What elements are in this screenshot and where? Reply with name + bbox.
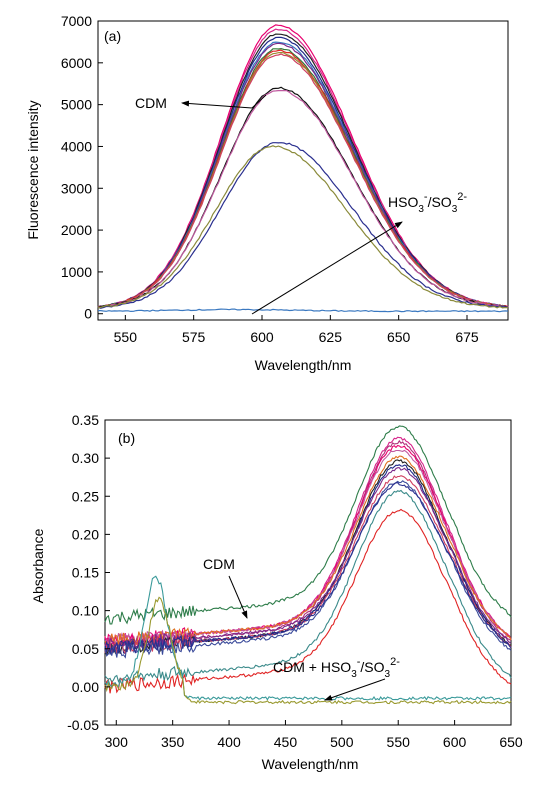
series-line-a-10 bbox=[97, 53, 509, 308]
series-line-b-5 bbox=[104, 449, 512, 648]
x-tick-label-a: 575 bbox=[182, 329, 206, 345]
y-tick-label-a: 3000 bbox=[61, 180, 92, 196]
series-line-a-6 bbox=[98, 42, 509, 308]
y-tick-label-b: 0.25 bbox=[72, 488, 99, 504]
y-tick-label-b: -0.05 bbox=[67, 717, 99, 733]
series-line-b-15 bbox=[104, 575, 512, 701]
series-line-b-13 bbox=[104, 489, 512, 684]
x-tick-label-a: 600 bbox=[250, 329, 274, 345]
x-axis-title-a: Wavelength/nm bbox=[255, 357, 352, 373]
series-line-b-8 bbox=[104, 464, 512, 655]
series-line-a-3 bbox=[97, 33, 509, 308]
y-tick-label-b: 0.30 bbox=[72, 450, 99, 466]
annotation-arrow-cdm-a bbox=[181, 100, 253, 109]
y-axis-title-a: Fluorescence intensity bbox=[25, 100, 41, 239]
panel-label-b: (b) bbox=[118, 430, 135, 446]
annotation-label-cdm-b: CDM bbox=[203, 556, 235, 572]
x-axis-title-b: Wavelength/nm bbox=[262, 756, 359, 772]
y-tick-label-a: 0 bbox=[84, 306, 92, 322]
x-tick-label-b: 350 bbox=[161, 734, 185, 750]
x-tick-label-a: 650 bbox=[387, 329, 411, 345]
y-ticks-a: 0 1000 2000 3000 4000 5000 6000 7000 bbox=[61, 13, 103, 322]
y-tick-label-a: 7000 bbox=[61, 13, 92, 29]
series-line-b-14 bbox=[104, 508, 512, 694]
x-ticks-a: 550 575 600 625 650 675 bbox=[114, 315, 479, 345]
plot-frame-b bbox=[104, 419, 512, 726]
panel-a-fluorescence: 550 575 600 625 650 675 0 1000 2000 3000 4000 5000… bbox=[25, 13, 509, 373]
series-line-b-1 bbox=[104, 425, 512, 625]
x-tick-label-b: 600 bbox=[443, 734, 467, 750]
y-tick-label-b: 0.05 bbox=[72, 641, 99, 657]
series-line-a-15 bbox=[98, 308, 509, 313]
y-tick-label-b: 0.00 bbox=[72, 679, 99, 695]
series-line-a-9 bbox=[97, 51, 509, 309]
annotation-leader-cdm-a bbox=[251, 94, 267, 109]
series-line-b-10 bbox=[104, 475, 512, 656]
panel-b-absorbance: 300 350 400 450 500 550 600 650 -0.05 0.00 0.05 0.… bbox=[30, 412, 523, 772]
x-tick-label-a: 550 bbox=[114, 329, 138, 345]
x-tick-label-b: 450 bbox=[274, 734, 298, 750]
series-line-b-6 bbox=[104, 455, 512, 646]
x-ticks-b: 300 350 400 450 500 550 600 650 bbox=[105, 720, 523, 750]
x-tick-label-b: 300 bbox=[105, 734, 129, 750]
annotation-arrow-cdm-b bbox=[228, 575, 248, 619]
series-line-a-7 bbox=[97, 47, 508, 309]
x-tick-label-b: 400 bbox=[217, 734, 241, 750]
y-tick-label-a: 2000 bbox=[61, 222, 92, 238]
y-tick-label-a: 6000 bbox=[61, 55, 92, 71]
series-line-a-8 bbox=[97, 49, 509, 308]
series-line-a-13 bbox=[97, 142, 509, 309]
annotation-label-cdm-a: CDM bbox=[135, 95, 167, 111]
series-line-b-4 bbox=[104, 444, 512, 647]
y-tick-label-b: 0.20 bbox=[72, 526, 99, 542]
y-tick-label-b: 0.15 bbox=[72, 565, 99, 581]
y-axis-title-b: Absorbance bbox=[30, 528, 46, 603]
series-line-a-14 bbox=[97, 145, 509, 309]
y-tick-label-b: 0.35 bbox=[72, 412, 99, 428]
x-tick-label-b: 550 bbox=[387, 734, 411, 750]
annotations-b: CDM CDM + HSO3-/SO32- bbox=[203, 556, 400, 701]
annotation-arrow-bisulfite-a bbox=[251, 221, 403, 315]
y-tick-label-a: 1000 bbox=[61, 264, 92, 280]
x-tick-label-a: 625 bbox=[319, 329, 343, 345]
series-group-a bbox=[97, 24, 509, 313]
x-tick-label-a: 675 bbox=[455, 329, 479, 345]
series-group-b bbox=[104, 425, 512, 705]
series-line-a-12 bbox=[98, 90, 509, 309]
series-line-a-5 bbox=[97, 41, 509, 308]
x-tick-label-b: 650 bbox=[499, 734, 523, 750]
y-tick-label-b: 0.10 bbox=[72, 603, 99, 619]
y-ticks-b: -0.05 0.00 0.05 0.10 0.15 0.20 0.25 0.30 0.35 bbox=[67, 412, 110, 733]
annotation-arrow-cdm-bisulfite-b bbox=[324, 678, 386, 701]
series-line-a-2 bbox=[97, 28, 509, 308]
x-tick-label-b: 500 bbox=[330, 734, 354, 750]
plot-frame-a bbox=[97, 20, 509, 321]
annotation-label-bisulfite-a: HSO3-/SO32- bbox=[388, 191, 467, 215]
series-line-a-4 bbox=[97, 36, 509, 308]
series-line-b-11 bbox=[104, 480, 512, 659]
panel-label-a: (a) bbox=[104, 28, 121, 44]
y-tick-label-a: 5000 bbox=[61, 97, 92, 113]
series-line-b-12 bbox=[104, 482, 512, 655]
annotations-a: CDM HSO3-/SO32- bbox=[135, 94, 467, 315]
annotation-label-cdm-bisulfite-b: CDM + HSO3-/SO32- bbox=[273, 656, 400, 680]
series-line-b-7 bbox=[104, 459, 512, 656]
series-line-b-9 bbox=[104, 467, 512, 651]
y-tick-label-a: 4000 bbox=[61, 138, 92, 154]
series-line-b-16 bbox=[104, 596, 512, 705]
